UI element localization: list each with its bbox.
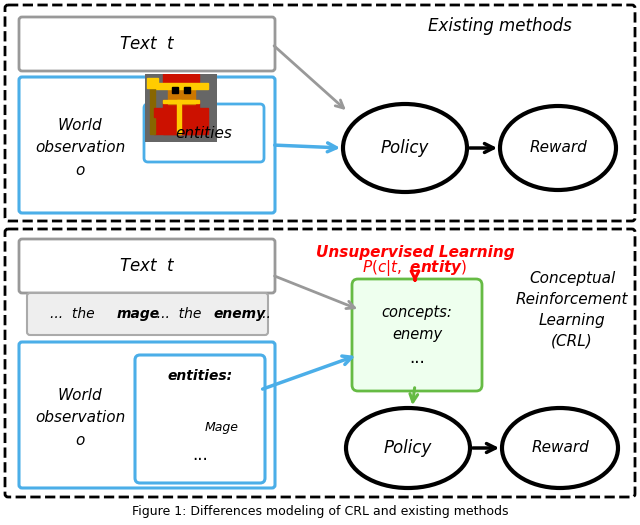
Ellipse shape	[346, 408, 470, 488]
Text: Policy: Policy	[384, 439, 432, 457]
Ellipse shape	[502, 408, 618, 488]
Text: Mage: Mage	[205, 421, 239, 434]
Text: ...: ...	[249, 307, 271, 321]
FancyBboxPatch shape	[144, 104, 264, 162]
Text: concepts:: concepts:	[381, 304, 452, 320]
FancyBboxPatch shape	[352, 279, 482, 391]
Text: Existing methods: Existing methods	[428, 17, 572, 35]
Text: Unsupervised Learning: Unsupervised Learning	[316, 245, 515, 259]
Ellipse shape	[343, 104, 467, 192]
Text: mage: mage	[117, 307, 160, 321]
FancyBboxPatch shape	[27, 293, 268, 335]
FancyBboxPatch shape	[19, 17, 275, 71]
Text: Reward: Reward	[529, 141, 587, 155]
Text: ...  the: ... the	[50, 307, 104, 321]
FancyBboxPatch shape	[19, 342, 275, 488]
Text: Reward: Reward	[531, 440, 589, 456]
Text: Figure 1: Differences modeling of CRL and existing methods: Figure 1: Differences modeling of CRL an…	[132, 506, 508, 519]
FancyBboxPatch shape	[19, 77, 275, 213]
Ellipse shape	[500, 106, 616, 190]
Text: entities: entities	[175, 125, 232, 141]
Text: ...: ...	[192, 446, 208, 464]
Text: $P(c|t,$ entity$)$: $P(c|t,$ entity$)$	[362, 258, 468, 278]
FancyBboxPatch shape	[135, 355, 265, 483]
Text: World
observation
$o$: World observation $o$	[35, 388, 125, 448]
FancyBboxPatch shape	[19, 239, 275, 293]
Text: ...  the: ... the	[148, 307, 210, 321]
Text: Policy: Policy	[381, 139, 429, 157]
Text: World
observation
$o$: World observation $o$	[35, 118, 125, 177]
Text: ...: ...	[409, 349, 425, 367]
Text: Text  $t$: Text $t$	[119, 35, 175, 53]
Text: Conceptual
Reinforcement
Learning
(CRL): Conceptual Reinforcement Learning (CRL)	[516, 271, 628, 349]
Text: enemy: enemy	[213, 307, 265, 321]
Text: enemy: enemy	[392, 328, 442, 342]
Text: Text  $t$: Text $t$	[119, 257, 175, 275]
Text: entities:: entities:	[168, 369, 232, 383]
